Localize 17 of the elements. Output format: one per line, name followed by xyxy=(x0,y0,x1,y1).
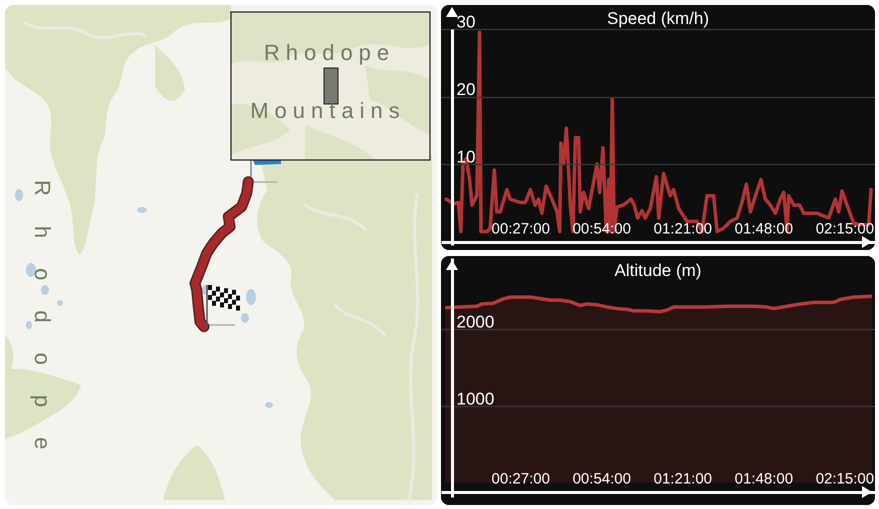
x-tick-label: 01:48:00 xyxy=(734,470,794,488)
y-tick-label: 2000 xyxy=(456,312,494,332)
y-tick-label: 1000 xyxy=(456,389,494,408)
x-tick-label: 00:54:00 xyxy=(572,470,631,488)
x-tick-label: 00:27:00 xyxy=(492,220,550,238)
text: Mountains xyxy=(250,98,406,123)
x-tick-label: 02:15:00 xyxy=(816,470,874,488)
y-tick-label: 20 xyxy=(456,80,476,99)
x-tick-label: 01:21:00 xyxy=(654,470,712,488)
x-tick-label: 00:27:00 xyxy=(492,470,550,488)
y-tick-label: 10 xyxy=(456,148,476,166)
y-tick-label: 30 xyxy=(456,12,476,32)
chart-title: Altitude (m) xyxy=(614,261,702,280)
x-tick-label: 02:15:00 xyxy=(816,220,874,238)
text: Rhodope xyxy=(264,40,396,65)
text: Rhodope xyxy=(30,180,55,480)
chart-title: Speed (km/h) xyxy=(606,9,710,28)
